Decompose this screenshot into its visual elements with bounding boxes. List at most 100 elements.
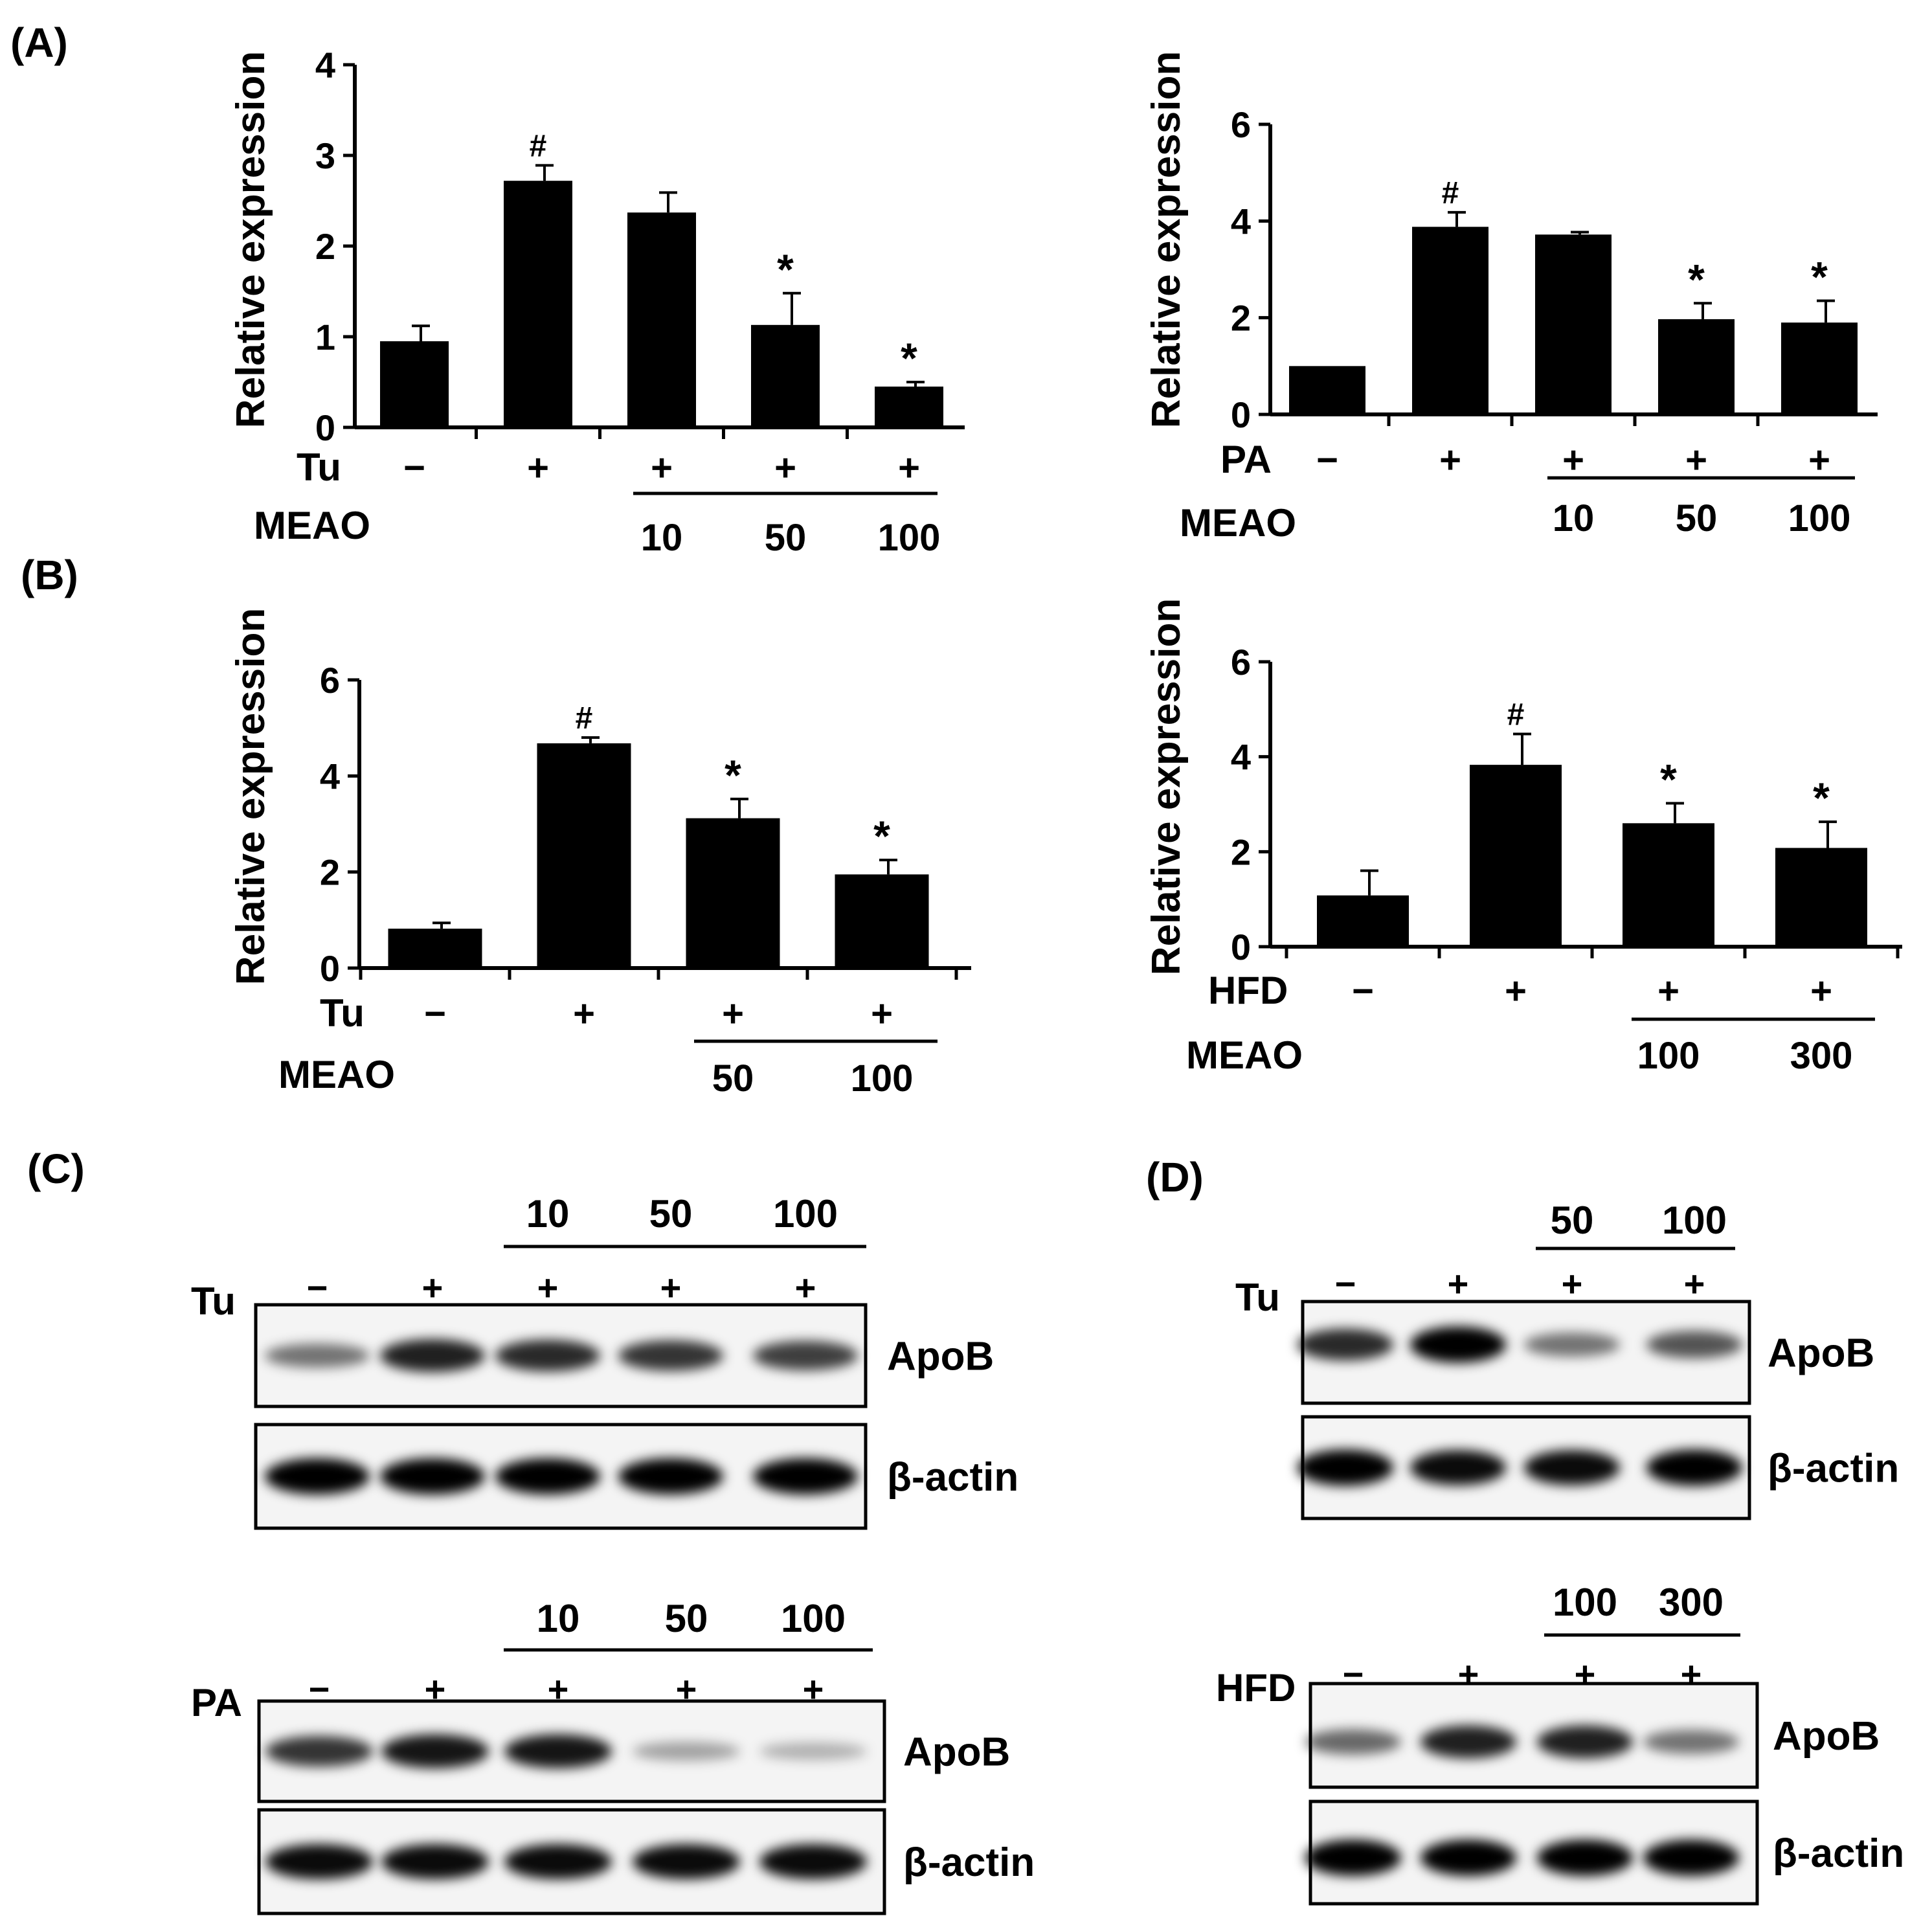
blot-band (495, 1339, 601, 1372)
blot-band (1305, 1840, 1402, 1876)
blot-treatment-mark: + (537, 1267, 559, 1308)
blot-row-label: ApoB (1768, 1331, 1874, 1376)
chart-panel-4: 0 2 4 6 Relative expression − # + * +100 * +300 HFD M… (1144, 598, 1902, 1077)
treatment-mark: + (1685, 439, 1707, 481)
blot-band (504, 1734, 612, 1768)
dose-row-label: MEAO (1186, 1033, 1303, 1077)
blot-band (1420, 1725, 1517, 1759)
blot-band (1536, 1725, 1634, 1759)
treatment-mark: + (1810, 970, 1832, 1012)
bar (686, 818, 780, 968)
bar (380, 341, 449, 427)
blot-dose-label: 50 (649, 1192, 693, 1235)
significance-mark: * (777, 245, 794, 293)
treatment-label: Tu (320, 991, 365, 1035)
blot-treatment-label: HFD (1216, 1666, 1296, 1709)
treatment-mark: + (871, 993, 893, 1035)
blot-panel-1: 10 50 100 Tu − + + + + ApoB β-actin (191, 1192, 1018, 1530)
panel-label-c: (C) (27, 1145, 85, 1192)
y-tick-label: 0 (1231, 394, 1251, 435)
blot-row-apob: ApoB (257, 1699, 1010, 1803)
blot-band (1646, 1449, 1743, 1486)
y-axis-label: Relative expression (229, 51, 273, 428)
y-tick-label: 2 (1231, 831, 1251, 872)
significance-mark: * (1811, 253, 1828, 301)
blot-band (1410, 1326, 1507, 1363)
significance-mark: # (530, 129, 547, 163)
y-axis-label: Relative expression (1144, 51, 1189, 428)
blot-band (752, 1458, 859, 1495)
treatment-mark: − (1352, 970, 1374, 1012)
dose-label: 50 (712, 1057, 754, 1100)
significance-mark: # (576, 701, 593, 736)
dose-row-label: MEAO (1180, 501, 1296, 545)
blot-band (1646, 1331, 1743, 1359)
significance-mark: # (1442, 176, 1459, 210)
blot-treatment-mark: + (1684, 1263, 1705, 1304)
panel-label-a: (A) (10, 19, 68, 66)
blot-dose-label: 100 (773, 1192, 838, 1235)
bar (1623, 823, 1714, 947)
blot-treatment-label: Tu (191, 1280, 236, 1323)
y-tick-label: 0 (1231, 927, 1251, 967)
dose-label: 100 (878, 517, 941, 559)
blot-treatment-label: Tu (1235, 1276, 1280, 1319)
y-tick-label: 4 (315, 45, 335, 85)
panel-label-d: (D) (1146, 1154, 1204, 1201)
treatment-label: HFD (1208, 969, 1288, 1012)
significance-mark: * (1688, 255, 1705, 303)
dose-row-label: MEAO (278, 1053, 395, 1096)
blot-treatment-mark: + (1562, 1263, 1583, 1304)
significance-mark: * (724, 751, 741, 799)
blot-dose-label: 50 (665, 1597, 708, 1640)
blot-dose-label: 10 (526, 1192, 570, 1235)
blot-band (1523, 1450, 1621, 1485)
blot-row-label: β-actin (887, 1455, 1018, 1500)
blot-band (495, 1458, 601, 1495)
blot-treatment-mark: − (307, 1267, 328, 1308)
blot-row-apob: ApoB (1297, 1300, 1874, 1405)
panel-label-b: (B) (21, 552, 78, 598)
blot-band (632, 1741, 741, 1761)
blot-dose-label: 10 (537, 1597, 580, 1640)
blot-band (264, 1343, 370, 1368)
treatment-mark: + (898, 447, 920, 489)
dose-label: 100 (1637, 1035, 1700, 1077)
bar (1535, 234, 1612, 414)
y-tick-label: 0 (320, 948, 340, 989)
treatment-mark: + (722, 993, 744, 1035)
blot-band (618, 1458, 724, 1495)
blot-band (752, 1340, 859, 1371)
dose-row-label: MEAO (254, 504, 370, 547)
blot-band (1536, 1840, 1634, 1876)
significance-mark: * (1660, 756, 1677, 804)
treatment-mark: − (1316, 439, 1338, 481)
bar (1470, 765, 1562, 947)
blot-band (632, 1844, 741, 1880)
y-tick-label: 2 (315, 226, 335, 267)
blot-band (1297, 1328, 1394, 1361)
blot-row-apob: ApoB (1305, 1682, 1880, 1789)
dose-label: 50 (1676, 497, 1718, 539)
y-tick-label: 2 (1231, 298, 1251, 339)
significance-mark: * (873, 812, 890, 860)
blot-row-beta-actin: β-actin (1297, 1415, 1899, 1520)
dose-label: 10 (641, 517, 683, 559)
blot-treatment-mark: + (660, 1267, 682, 1308)
blot-band (1420, 1840, 1517, 1876)
y-tick-label: 6 (320, 660, 340, 701)
blot-band (1410, 1450, 1507, 1485)
treatment-mark: + (651, 447, 673, 489)
treatment-mark: + (1657, 970, 1679, 1012)
treatment-mark: + (1505, 970, 1527, 1012)
blot-band (759, 1844, 868, 1880)
bar (537, 743, 631, 968)
chart-panel-2: 0 2 4 6 Relative expression − # + +10 * +50 * +100 PA… (1144, 51, 1878, 545)
blot-row-label: ApoB (903, 1730, 1010, 1775)
bar (388, 929, 482, 968)
dose-label: 100 (851, 1057, 914, 1100)
bar (504, 181, 572, 427)
y-tick-label: 3 (315, 135, 335, 176)
bar (1781, 322, 1858, 414)
